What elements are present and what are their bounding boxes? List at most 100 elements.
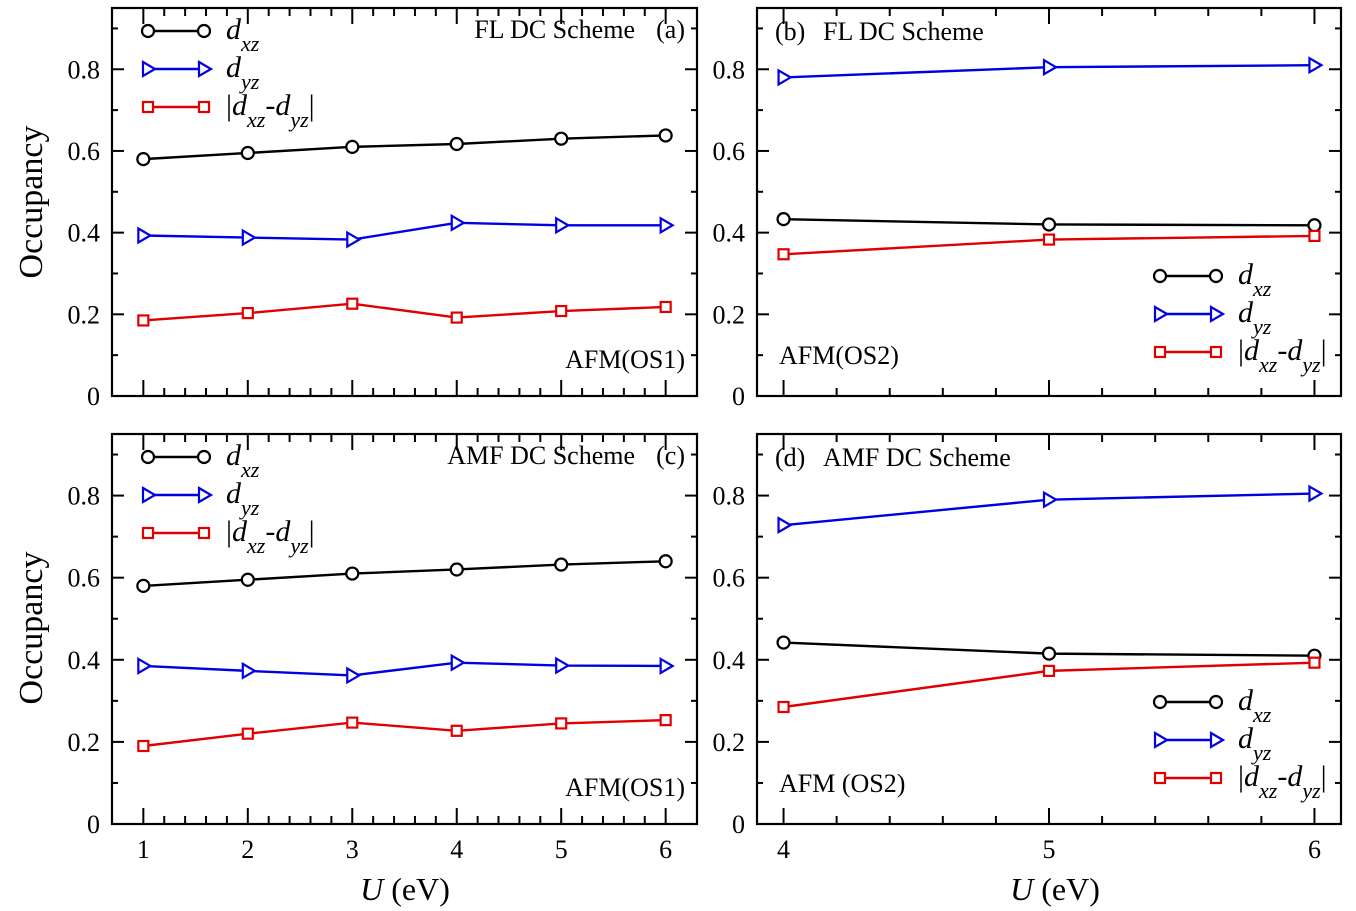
legend-d: d: [1238, 296, 1254, 329]
y-tick-label: 0: [732, 810, 745, 839]
data-point-diff: [137, 314, 150, 327]
data-point-dyz: [241, 661, 257, 680]
panel-b: 00.20.40.60.8(b) FL DC SchemeAFM(OS2)dxzd…: [713, 6, 1343, 411]
data-point-dyz: [555, 216, 571, 235]
data-point-diff: [346, 716, 359, 729]
legend-marker-diff: [1153, 771, 1167, 785]
data-point-dxz: [345, 139, 360, 154]
y-tick-label: 0.2: [68, 728, 101, 757]
legend-label-dyz: dyz: [226, 51, 260, 94]
legend-marker-diff: [1209, 771, 1223, 785]
scheme-label: FL DC Scheme: [823, 17, 984, 46]
legend-marker-dyz: [1209, 305, 1226, 323]
legend-marker-diff: [197, 526, 211, 540]
legend-d: d: [1244, 334, 1260, 367]
series-line-dxz: [143, 134, 666, 161]
legend-sub: yz: [1251, 314, 1272, 339]
legend-sub-xz: xz: [246, 533, 266, 558]
y-tick-label: 0.4: [68, 646, 101, 675]
state-label: AFM(OS1): [565, 345, 685, 374]
legend-label-diff: |dxz-dyz|: [1238, 760, 1327, 803]
data-point-dyz: [1042, 58, 1059, 77]
data-point-dyz: [1042, 490, 1059, 509]
data-point-diff: [1308, 229, 1321, 242]
data-point-dxz: [658, 554, 673, 569]
legend-d: d: [232, 515, 248, 548]
x-axis-label-right: U (eV): [1010, 871, 1100, 907]
legend-bar-left: |: [1238, 334, 1244, 367]
legend-minus: -: [1277, 334, 1287, 367]
data-point-diff: [555, 717, 568, 730]
legend-d: d: [1244, 760, 1260, 793]
x-tick-label: 3: [346, 835, 359, 864]
x-tick-label: 5: [1043, 835, 1056, 864]
legend-sub: xz: [1252, 276, 1272, 301]
legend-sub-yz: yz: [288, 107, 309, 132]
y-tick-label: 0.8: [68, 55, 101, 84]
plot-frame: [110, 6, 699, 398]
legend-d: d: [275, 515, 291, 548]
data-point-dyz: [659, 216, 675, 235]
x-tick-label: 4: [450, 835, 463, 864]
y-tick-label: 0.6: [713, 137, 746, 166]
data-point-dxz: [136, 578, 151, 593]
x-tick-label: 1: [137, 835, 150, 864]
data-point-dyz: [450, 653, 466, 672]
data-point-dyz: [346, 666, 362, 685]
x-tick-label: 5: [555, 835, 568, 864]
data-point-diff: [450, 724, 463, 737]
legend-marker-dyz: [141, 60, 158, 78]
legend-d: d: [226, 477, 242, 510]
legend-sub: yz: [239, 69, 260, 94]
data-point-diff: [137, 739, 150, 753]
legend-d: d: [1287, 760, 1303, 793]
data-point-diff: [346, 297, 359, 310]
data-point-dxz: [658, 128, 673, 143]
data-point-diff: [659, 300, 672, 314]
legend-sub: yz: [239, 495, 260, 520]
y-tick-label: 0.2: [68, 300, 101, 329]
y-tick-label: 0.2: [713, 728, 746, 757]
y-tick-label: 0.4: [713, 646, 746, 675]
legend-marker-dyz: [141, 486, 158, 504]
panel-d: 0 0.2 0.4 0.6 0.8 4 5 6 (d) AMF DC Scheme AFM (OS2…: [713, 432, 1343, 864]
legend-sub-xz: xz: [1258, 778, 1278, 803]
legend-label-dxz: dxz: [1238, 258, 1272, 301]
legend-bar-left: |: [226, 515, 232, 548]
data-point-dyz: [450, 213, 466, 232]
y-tick-label: 0.6: [68, 564, 101, 593]
series-line-dyz: [143, 221, 666, 241]
state-label: AFM(OS1): [565, 773, 685, 802]
y-tick-label: 0.8: [713, 482, 746, 511]
data-point-dyz: [555, 656, 571, 675]
data-point-dxz: [1041, 217, 1057, 232]
scheme-label: FL DC Scheme: [474, 15, 635, 44]
data-point-dyz: [1308, 56, 1324, 75]
data-point-dyz: [777, 68, 793, 87]
legend-d: d: [1287, 334, 1303, 367]
legend-marker-dyz: [1153, 305, 1170, 323]
data-point-dxz: [240, 145, 255, 161]
x-tick-label: 6: [659, 835, 672, 864]
series-line-diff: [143, 302, 666, 322]
legend-marker-dxz: [196, 449, 212, 465]
legend-sub: yz: [1251, 740, 1272, 765]
data-point-diff: [659, 714, 672, 727]
y-tick-label: 0.2: [713, 300, 746, 329]
data-point-diff: [241, 727, 254, 740]
data-point-dyz: [1308, 484, 1324, 503]
data-point-diff: [450, 311, 463, 324]
legend-label-diff: |dxz-dyz|: [226, 89, 315, 132]
legend-label-dxz: dxz: [226, 13, 260, 56]
legend-sub-xz: xz: [1258, 352, 1278, 377]
scheme-label: AMF DC Scheme: [823, 443, 1011, 472]
legend-label-dxz: dxz: [1238, 684, 1272, 727]
y-axis-label-bottom: Occupancy: [13, 552, 50, 705]
legend-label-dyz: dyz: [1238, 722, 1272, 765]
scheme-label: AMF DC Scheme: [447, 441, 635, 470]
series-line-diff: [143, 718, 666, 748]
x-tick-label: 2: [241, 835, 254, 864]
